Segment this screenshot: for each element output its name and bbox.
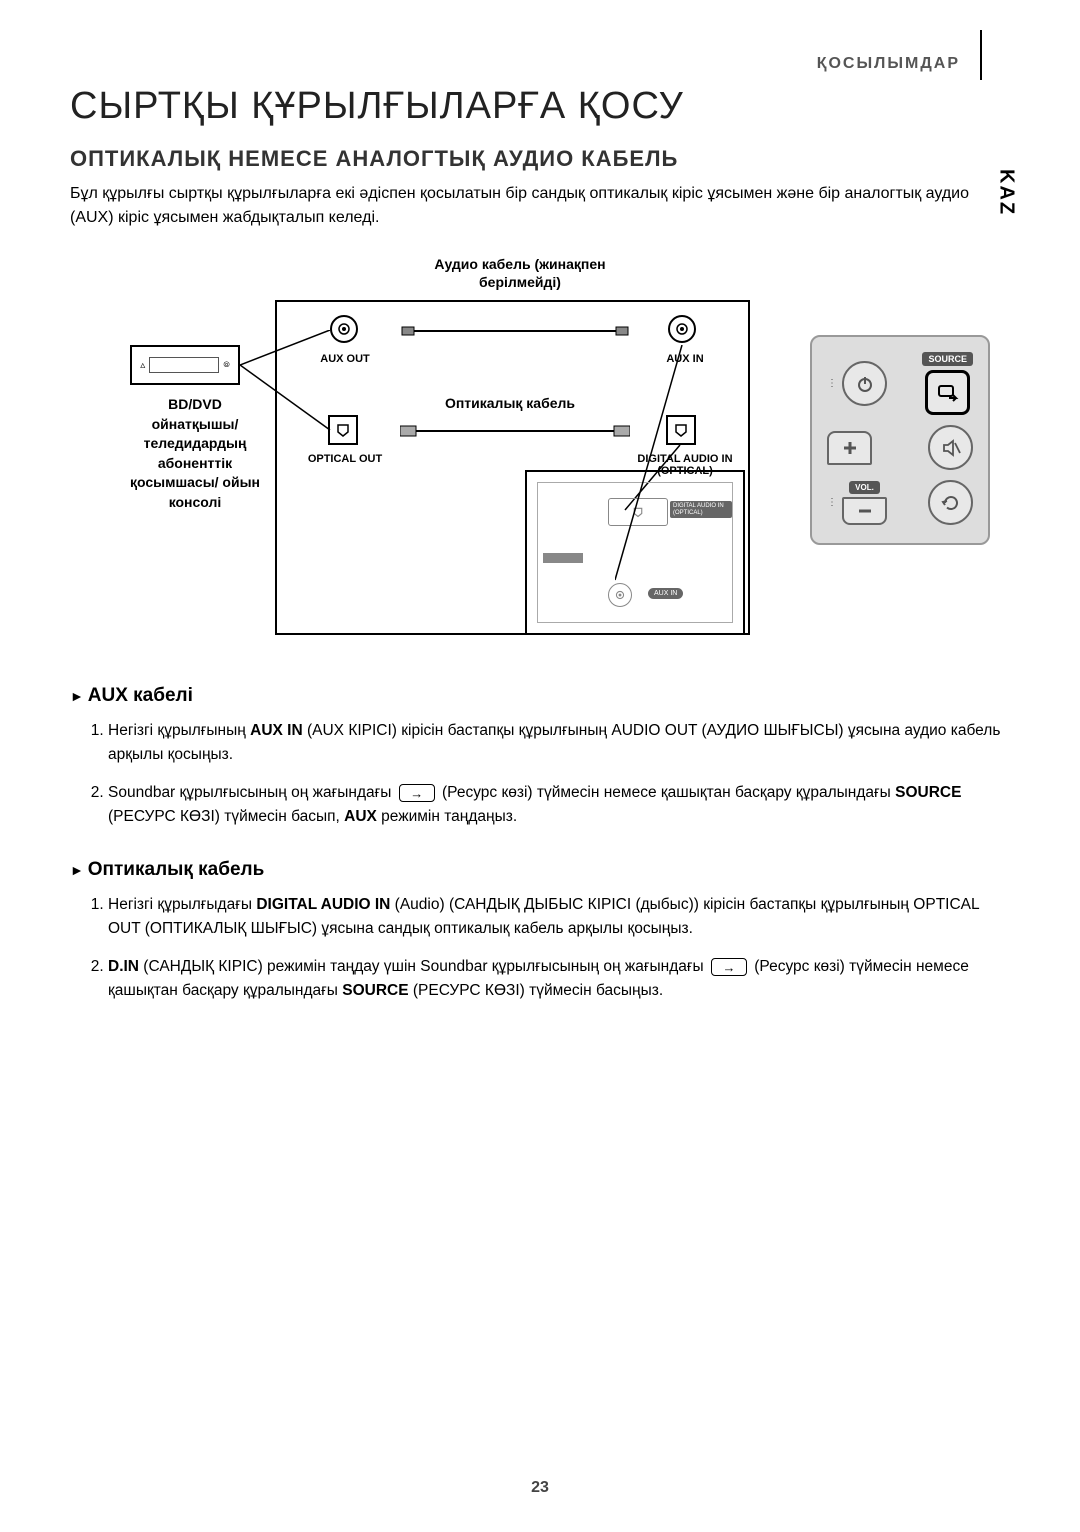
remote-repeat-button (928, 480, 973, 525)
remote-mute-button (928, 425, 973, 470)
remote-control-icon: ⋮ SOURCE (810, 335, 990, 545)
remote-source-button (925, 370, 970, 415)
remote-vol-label: VOL. (849, 481, 880, 494)
aux-step-1: Негізгі құрылғының AUX IN (AUX КІРІСІ) к… (108, 719, 1010, 767)
optical-out-label: OPTICAL OUT (300, 453, 390, 465)
player-device-icon: ▵ ⦾ (130, 345, 240, 385)
header-section-label: ҚОСЫЛЫМДАР (817, 55, 960, 73)
optical-step-1: Негізгі құрылғыдағы DIGITAL AUDIO IN (Au… (108, 893, 1010, 941)
remote-vol-down-button (842, 497, 887, 525)
optical-section-heading: Оптикалық кабель (70, 859, 1010, 881)
header-divider (980, 30, 982, 80)
source-inline-icon (399, 784, 435, 802)
intro-paragraph: Бұл құрылғы сыртқы құрылғыларға екі әдіс… (70, 182, 970, 230)
aux-step-2: Soundbar құрылғысының оң жағындағы (Ресу… (108, 781, 1010, 829)
optical-cable-label: Оптикалық кабель (410, 395, 610, 411)
aux-section-heading: AUX кабелі (70, 685, 1010, 707)
page-number: 23 (0, 1479, 1080, 1497)
optical-step-2: D.IN (САНДЫҚ КІРІС) режимін таңдау үшін … (108, 955, 1010, 1003)
audio-cable-label: Аудио кабель (жинақпен берілмейді) (420, 255, 620, 291)
source-inline-icon (711, 958, 747, 976)
audio-cable-icon (400, 323, 630, 339)
remote-vol-up-button (827, 431, 872, 465)
optical-steps-list: Негізгі құрылғыдағы DIGITAL AUDIO IN (Au… (70, 893, 1010, 1003)
page-subtitle: ОПТИКАЛЫҚ НЕМЕСЕ АНАЛОГТЫҚ АУДИО КАБЕЛЬ (70, 146, 1010, 172)
language-tab: KAZ (990, 158, 1022, 228)
connection-diagram: ▵ ⦾ BD/DVD ойнатқышы/ теледидардың абоне… (70, 255, 1010, 655)
optical-cable-icon (400, 423, 630, 439)
remote-power-button (842, 361, 887, 406)
auxin-connector-line (615, 345, 735, 595)
soundbar-slot-icon (543, 553, 583, 563)
aux-in-port-icon (668, 315, 696, 343)
player-connector-lines (240, 330, 340, 450)
page-title: СЫРТҚЫ ҚҰРЫЛҒЫЛАРҒА ҚОСУ (70, 85, 1010, 128)
aux-steps-list: Негізгі құрылғының AUX IN (AUX КІРІСІ) к… (70, 719, 1010, 829)
remote-source-label: SOURCE (922, 352, 973, 366)
